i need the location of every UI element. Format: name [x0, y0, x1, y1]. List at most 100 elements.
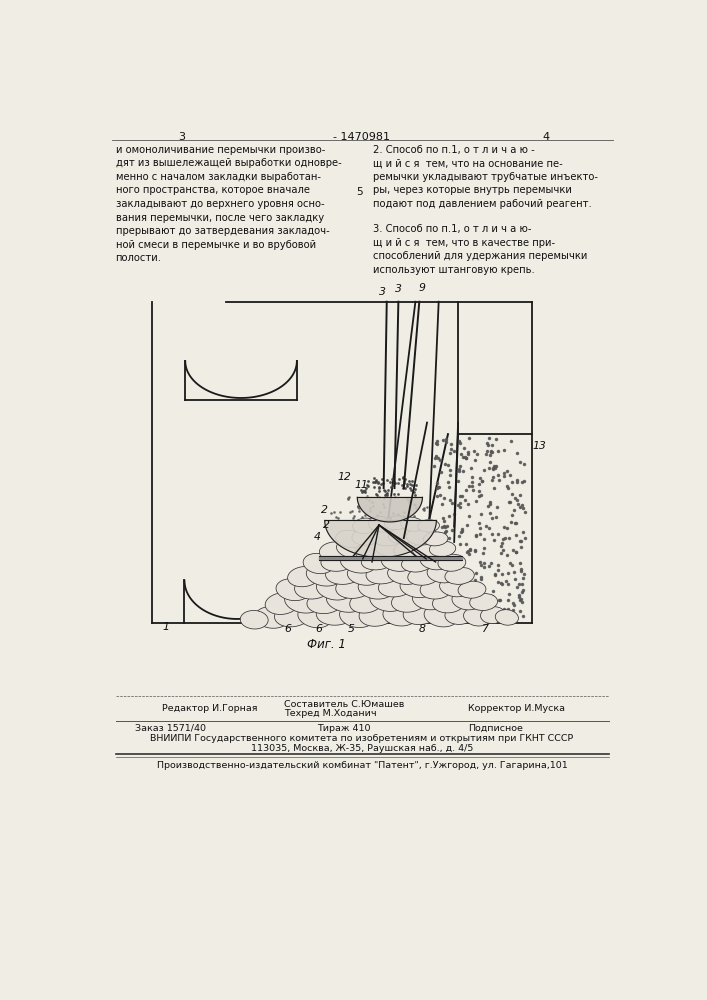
- Polygon shape: [357, 497, 422, 522]
- Ellipse shape: [350, 591, 383, 613]
- Text: 2. Способ по п.1, о т л и ч а ю -
щ и й с я  тем, что на основание пе-
ремычки у: 2. Способ по п.1, о т л и ч а ю - щ и й …: [373, 145, 598, 209]
- Ellipse shape: [418, 520, 440, 532]
- Text: 3: 3: [395, 284, 402, 294]
- Ellipse shape: [317, 578, 351, 600]
- Text: 1: 1: [163, 622, 169, 632]
- Text: 6: 6: [284, 624, 291, 634]
- Ellipse shape: [445, 604, 476, 624]
- Ellipse shape: [370, 588, 407, 611]
- Ellipse shape: [481, 607, 506, 624]
- Ellipse shape: [336, 575, 374, 598]
- Ellipse shape: [387, 564, 421, 584]
- Ellipse shape: [307, 592, 343, 614]
- Text: и омоноличивание перемычки произво-
дят из вышележащей выработки одновре-
менно : и омоноличивание перемычки произво- дят …: [115, 145, 341, 263]
- Text: 2: 2: [320, 505, 327, 515]
- Ellipse shape: [352, 528, 382, 545]
- Text: 11: 11: [354, 480, 368, 490]
- Ellipse shape: [408, 566, 440, 585]
- Ellipse shape: [303, 553, 334, 574]
- Ellipse shape: [361, 551, 395, 570]
- Text: 6: 6: [315, 624, 322, 634]
- Ellipse shape: [375, 539, 405, 557]
- Text: Тираж 410: Тираж 410: [317, 724, 370, 733]
- Ellipse shape: [452, 591, 481, 610]
- Polygon shape: [319, 556, 462, 560]
- Ellipse shape: [383, 604, 417, 626]
- Ellipse shape: [240, 610, 268, 629]
- Text: Фиг. 1: Фиг. 1: [307, 638, 346, 651]
- Ellipse shape: [347, 565, 381, 585]
- Ellipse shape: [378, 575, 415, 597]
- Ellipse shape: [388, 528, 416, 544]
- Text: 113035, Москва, Ж-35, Раушская наб., д. 4/5: 113035, Москва, Ж-35, Раушская наб., д. …: [251, 744, 473, 753]
- Ellipse shape: [423, 532, 448, 546]
- Ellipse shape: [368, 516, 395, 532]
- Ellipse shape: [401, 517, 424, 531]
- Ellipse shape: [420, 579, 452, 599]
- Ellipse shape: [403, 601, 440, 625]
- Text: - 1470981: - 1470981: [334, 132, 390, 142]
- Text: 12: 12: [337, 472, 351, 482]
- Ellipse shape: [445, 567, 474, 584]
- Ellipse shape: [306, 564, 341, 586]
- Text: 3: 3: [178, 132, 185, 142]
- Text: 3. Способ по п.1, о т л и ч а ю-
щ и й с я  тем, что в качестве при-
способлений: 3. Способ по п.1, о т л и ч а ю- щ и й с…: [373, 224, 588, 275]
- Ellipse shape: [496, 610, 518, 625]
- Ellipse shape: [337, 539, 369, 558]
- Ellipse shape: [469, 594, 498, 611]
- Ellipse shape: [276, 579, 310, 601]
- Ellipse shape: [438, 554, 466, 571]
- Ellipse shape: [298, 606, 332, 628]
- Text: Составитель С.Юмашев: Составитель С.Юмашев: [284, 700, 405, 709]
- Ellipse shape: [427, 564, 458, 583]
- Ellipse shape: [341, 552, 375, 573]
- Ellipse shape: [255, 607, 289, 628]
- Ellipse shape: [407, 530, 433, 545]
- Ellipse shape: [394, 541, 423, 558]
- Ellipse shape: [366, 562, 403, 584]
- Ellipse shape: [412, 543, 440, 559]
- Ellipse shape: [400, 577, 434, 598]
- Ellipse shape: [320, 542, 349, 560]
- Polygon shape: [325, 520, 436, 557]
- Text: 13: 13: [532, 441, 547, 451]
- Ellipse shape: [424, 605, 458, 627]
- Text: 5: 5: [348, 624, 354, 634]
- Text: Подписное: Подписное: [468, 724, 523, 733]
- Ellipse shape: [285, 589, 322, 613]
- Ellipse shape: [336, 530, 363, 547]
- Ellipse shape: [385, 516, 409, 530]
- Ellipse shape: [358, 577, 394, 599]
- Ellipse shape: [429, 541, 456, 557]
- Text: 2: 2: [323, 520, 329, 530]
- Ellipse shape: [327, 589, 365, 612]
- Text: 9: 9: [418, 283, 425, 293]
- Ellipse shape: [274, 603, 312, 627]
- Text: 4: 4: [542, 132, 549, 142]
- Text: Заказ 1571/40: Заказ 1571/40: [135, 724, 206, 733]
- Ellipse shape: [295, 576, 332, 599]
- Ellipse shape: [288, 566, 320, 587]
- Text: 3: 3: [380, 287, 386, 297]
- Ellipse shape: [359, 601, 397, 626]
- Ellipse shape: [464, 607, 491, 626]
- Ellipse shape: [392, 590, 427, 612]
- Text: Производственно-издательский комбинат "Патент", г.Ужгород, ул. Гагарина,101: Производственно-издательский комбинат "П…: [156, 761, 567, 770]
- Ellipse shape: [412, 588, 446, 610]
- Ellipse shape: [353, 518, 378, 534]
- Text: 4: 4: [314, 532, 320, 542]
- Ellipse shape: [339, 604, 375, 628]
- Text: 8: 8: [418, 624, 425, 634]
- Ellipse shape: [370, 530, 400, 546]
- Text: 5: 5: [356, 187, 363, 197]
- Ellipse shape: [402, 555, 433, 572]
- Ellipse shape: [381, 553, 414, 571]
- Ellipse shape: [325, 563, 363, 584]
- Text: Редактор И.Горная: Редактор И.Горная: [162, 704, 257, 713]
- Text: Корректор И.Муска: Корректор И.Муска: [468, 704, 565, 713]
- Ellipse shape: [420, 553, 450, 570]
- Ellipse shape: [265, 593, 299, 614]
- Ellipse shape: [316, 600, 356, 625]
- Ellipse shape: [355, 541, 387, 560]
- Ellipse shape: [440, 578, 470, 597]
